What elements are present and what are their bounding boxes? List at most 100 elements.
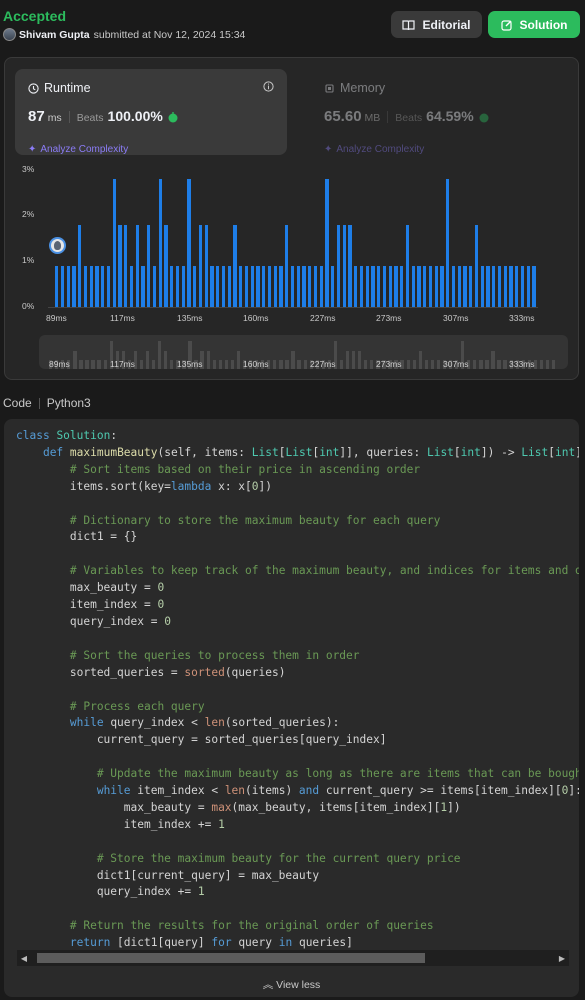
solution-button[interactable]: Solution bbox=[488, 11, 580, 38]
chart-bar[interactable] bbox=[285, 224, 289, 307]
analyze-complexity-link[interactable]: ✦ Analyze Complexity bbox=[28, 144, 128, 155]
analyze-complexity-link[interactable]: ✦ Analyze Complexity bbox=[324, 144, 424, 155]
chart-bar[interactable] bbox=[428, 265, 433, 307]
code-viewer[interactable]: class Solution: def maximumBeauty(self, … bbox=[4, 419, 579, 997]
chart-bar[interactable] bbox=[308, 265, 312, 307]
chart-bar[interactable] bbox=[515, 265, 519, 307]
chart-bar[interactable] bbox=[423, 265, 427, 307]
chart-bar[interactable] bbox=[290, 265, 295, 307]
chart-bar[interactable] bbox=[164, 224, 168, 307]
chart-bar[interactable] bbox=[331, 265, 335, 307]
chart-bar[interactable] bbox=[216, 265, 220, 307]
chart-bar[interactable] bbox=[106, 265, 111, 307]
chart-bar[interactable] bbox=[158, 179, 162, 307]
chart-bar[interactable] bbox=[365, 265, 369, 307]
chart-bar[interactable] bbox=[175, 265, 180, 307]
scroll-left-icon[interactable]: ◀ bbox=[20, 953, 28, 963]
chart-range-navigator[interactable] bbox=[39, 335, 568, 369]
chart-bar[interactable] bbox=[279, 265, 283, 307]
chart-bar[interactable] bbox=[296, 265, 300, 307]
chart-bar[interactable] bbox=[147, 224, 151, 307]
memory-card[interactable]: Memory 65.60 MB Beats 64.59% ✦ Analyze C… bbox=[311, 69, 573, 155]
chart-bar[interactable] bbox=[325, 179, 329, 307]
chart-bar[interactable] bbox=[273, 265, 277, 307]
chart-bar[interactable] bbox=[486, 265, 490, 307]
info-icon[interactable] bbox=[263, 81, 274, 92]
chart-bar[interactable] bbox=[503, 265, 507, 307]
chart-bar[interactable] bbox=[187, 179, 191, 307]
chart-bar[interactable] bbox=[394, 265, 398, 307]
chart-bar[interactable] bbox=[377, 265, 381, 307]
chart-bar[interactable] bbox=[492, 265, 496, 307]
chart-bar[interactable] bbox=[371, 265, 375, 307]
chart-bar[interactable] bbox=[400, 265, 404, 307]
editorial-button[interactable]: Editorial bbox=[391, 11, 482, 38]
chart-bar[interactable] bbox=[469, 265, 473, 307]
chart-bar[interactable] bbox=[244, 265, 249, 307]
chart-bar[interactable] bbox=[227, 265, 231, 307]
chart-bar[interactable] bbox=[239, 265, 243, 307]
chart-bar[interactable] bbox=[446, 179, 450, 307]
chart-bar[interactable] bbox=[101, 265, 105, 307]
chart-bar[interactable] bbox=[95, 265, 99, 307]
chart-bar[interactable] bbox=[457, 265, 461, 307]
chart-bar[interactable] bbox=[250, 265, 254, 307]
chart-bar[interactable] bbox=[152, 265, 157, 307]
chart-bar[interactable] bbox=[313, 265, 318, 307]
chart-bar[interactable] bbox=[520, 265, 525, 307]
chart-bar[interactable] bbox=[124, 224, 128, 307]
chart-bar[interactable] bbox=[474, 224, 479, 307]
chart-bar[interactable] bbox=[440, 265, 444, 307]
chart-bar[interactable] bbox=[256, 265, 260, 307]
chart-bar[interactable] bbox=[193, 265, 197, 307]
chart-bar[interactable] bbox=[382, 265, 387, 307]
chart-bar[interactable] bbox=[55, 265, 59, 307]
view-less-button[interactable]: ︽ View less bbox=[4, 977, 579, 992]
chart-bar[interactable] bbox=[411, 265, 415, 307]
chart-bar[interactable] bbox=[204, 224, 208, 307]
chart-bar[interactable] bbox=[480, 265, 484, 307]
chart-bar[interactable] bbox=[497, 265, 502, 307]
chart-bar[interactable] bbox=[405, 224, 410, 307]
chart-bar[interactable] bbox=[354, 265, 358, 307]
chart-bar[interactable] bbox=[210, 265, 214, 307]
chart-bar[interactable] bbox=[233, 224, 237, 307]
chart-bar[interactable] bbox=[434, 265, 438, 307]
chart-bar[interactable] bbox=[78, 224, 82, 307]
chart-bar[interactable] bbox=[221, 265, 226, 307]
chart-bar[interactable] bbox=[118, 224, 122, 307]
chart-bar[interactable] bbox=[72, 265, 76, 307]
chart-bar[interactable] bbox=[135, 224, 139, 307]
avatar[interactable] bbox=[3, 28, 16, 41]
chart-bar[interactable] bbox=[170, 265, 174, 307]
chart-bar[interactable] bbox=[181, 265, 185, 307]
chart-bar[interactable] bbox=[60, 265, 65, 307]
chart-bar[interactable] bbox=[319, 265, 323, 307]
chart-bar[interactable] bbox=[336, 224, 341, 307]
horizontal-scrollbar[interactable]: ◀ ▶ bbox=[17, 950, 569, 966]
chart-bar[interactable] bbox=[509, 265, 513, 307]
chart-bar[interactable] bbox=[526, 265, 530, 307]
user-position-avatar[interactable] bbox=[49, 237, 66, 254]
chart-bar[interactable] bbox=[417, 265, 421, 307]
chart-bar[interactable] bbox=[129, 265, 134, 307]
chart-bar[interactable] bbox=[532, 265, 536, 307]
author-name[interactable]: Shivam Gupta bbox=[19, 28, 90, 41]
chart-bar[interactable] bbox=[262, 265, 266, 307]
chart-bar[interactable] bbox=[451, 265, 456, 307]
chart-bar[interactable] bbox=[342, 224, 346, 307]
scroll-right-icon[interactable]: ▶ bbox=[558, 953, 566, 963]
scroll-thumb[interactable] bbox=[37, 953, 425, 963]
chart-bar[interactable] bbox=[388, 265, 392, 307]
chart-bar[interactable] bbox=[83, 265, 88, 307]
chart-bar[interactable] bbox=[141, 265, 145, 307]
runtime-card[interactable]: Runtime 87 ms Beats 100.00% ✦ Analyze Co… bbox=[15, 69, 287, 155]
chart-bar[interactable] bbox=[66, 265, 70, 307]
chart-bar[interactable] bbox=[112, 179, 116, 307]
chart-bar[interactable] bbox=[359, 265, 364, 307]
chart-bar[interactable] bbox=[267, 265, 272, 307]
chart-bar[interactable] bbox=[302, 265, 306, 307]
chart-bar[interactable] bbox=[89, 265, 93, 307]
chart-bar[interactable] bbox=[198, 224, 203, 307]
chart-bar[interactable] bbox=[348, 224, 352, 307]
